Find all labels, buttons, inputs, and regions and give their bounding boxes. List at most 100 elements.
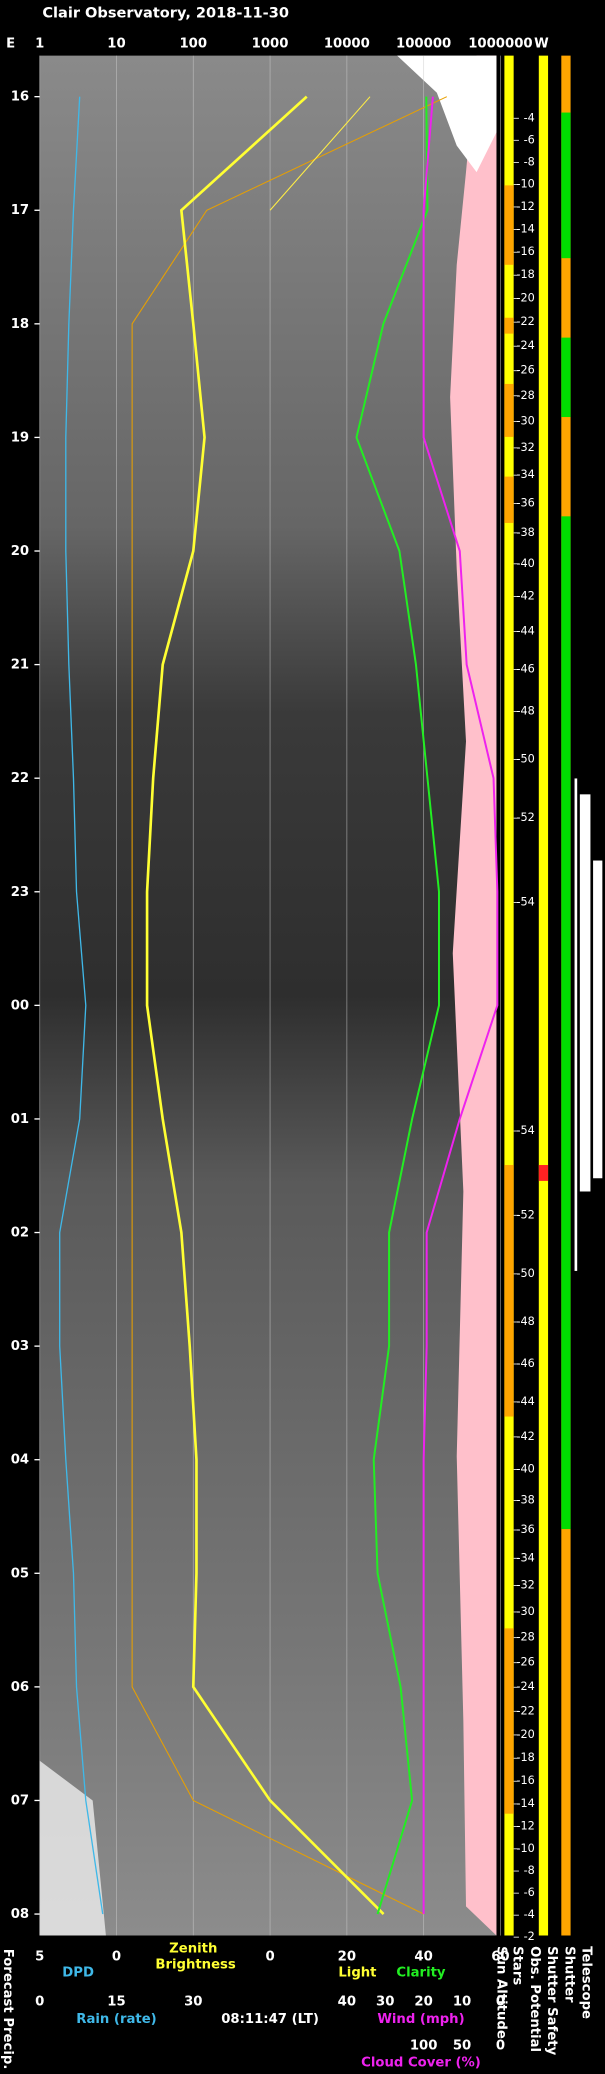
y-tick-label: 07 [11,1793,29,1808]
status-label: Stars [510,1946,525,1985]
x-tick-label: 10000 [324,37,370,52]
altitude-label: -54 [516,1124,534,1137]
rain-label: Rain (rate) [76,2012,156,2027]
altitude-label: -28 [516,1631,534,1644]
stars-column [504,55,514,1936]
y-tick-label: 19 [11,430,29,445]
altitude-label: -4 [524,1908,535,1921]
altitude-label: -30 [516,1605,534,1618]
x-tick-label: 0 [496,2038,505,2053]
y-tick-label: 23 [11,885,29,900]
altitude-label: -42 [516,1430,534,1443]
altitude-label: -48 [516,704,534,717]
status-label: Sun Altitude [494,1946,509,2039]
x-tick-label: 0 [496,1995,505,2010]
telescope-bar [593,860,603,1179]
x-axis-label: Zenith Brightness [151,1942,236,1973]
altitude-label: -26 [516,1656,534,1669]
altitude-label: -20 [516,1728,534,1741]
x-tick-label: 0 [35,1995,44,2010]
x-tick-label: 20 [414,1995,432,2010]
y-tick-label: 18 [11,317,29,332]
altitude-label: -46 [516,1357,534,1370]
y-tick-label: 00 [11,998,29,1013]
stars-block [504,185,514,265]
y-tick-label: 16 [11,90,29,105]
forecast-label: Forecast Precip. [0,1949,15,2070]
altitude-label: -42 [516,590,534,603]
altitude-label: -10 [516,178,534,191]
altitude-label: -8 [524,155,535,168]
sky-image [39,55,497,1936]
altitude-label: -50 [516,753,534,766]
stars-block [504,383,514,437]
series-line [422,96,499,1915]
cloud-label: Cloud Cover (%) [361,2056,481,2071]
y-tick-label: 21 [11,658,29,673]
x-tick-label: 50 [453,2038,471,2053]
y-tick-label: 04 [11,1453,29,1468]
shutter-safety-block [561,112,571,259]
altitude-label: -14 [516,1797,534,1810]
stars-block [504,317,514,334]
x-tick-label: 5 [35,1950,44,1965]
altitude-label: -14 [516,222,534,235]
y-tick-label: 22 [11,771,29,786]
altitude-label: -24 [516,339,534,352]
obs-potential-block [538,1165,549,1181]
altitude-label: -26 [516,364,534,377]
x-tick-label: 10 [453,1995,471,2010]
altitude-label: -44 [516,625,534,638]
light-label: Light [338,1966,377,1981]
x-tick-label: 20 [338,1950,356,1965]
altitude-label: -22 [516,1704,534,1717]
pink-region [450,55,497,1936]
y-tick-label: 02 [11,1226,29,1241]
altitude-label: -12 [516,200,534,213]
series-line [145,95,385,1915]
x-tick-label: 1000 [252,37,289,52]
x-tick-label: 30 [376,1995,394,2010]
chart-title: Clair Observatory, 2018-11-30 [42,4,289,21]
bright-region [397,55,497,173]
y-tick-label: 05 [11,1566,29,1581]
clarity-label: Clarity [396,1966,446,1981]
x-tick-label: 40 [338,1995,356,2010]
altitude-label: -40 [516,1463,534,1476]
y-tick-label: 03 [11,1339,29,1354]
altitude-label: -50 [516,1267,534,1280]
altitude-label: -6 [524,133,535,146]
x-tick-label: 30 [184,1995,202,2010]
status-label: Shutter Safety [544,1946,559,2056]
altitude-label: -40 [516,557,534,570]
stars-block [504,476,514,523]
altitude-label: -34 [516,468,534,481]
altitude-label: -38 [516,1494,534,1507]
x-tick-label: 40 [414,1950,432,1965]
series-line [59,96,104,1915]
status-label: Shutter [561,1946,576,2003]
x-tick-label: 100 [410,2038,438,2053]
series-line [355,96,440,1915]
altitude-label: -18 [516,268,534,281]
status-label: Obs. Potential [527,1946,542,2052]
altitude-label: -46 [516,662,534,675]
altitude-label: -28 [516,389,534,402]
status-columns [504,55,603,1936]
altitude-label: -30 [516,414,534,427]
status-label: Telescope [578,1946,593,2019]
wind-label: Wind (mph) [377,2012,464,2027]
shutter-bar [579,794,591,1192]
y-tick-label: 06 [11,1680,29,1695]
x-tick-label: 1 [35,37,44,52]
altitude-label: -48 [516,1315,534,1328]
x-tick-label: 0 [112,1950,121,1965]
y-tick-label: 17 [11,203,29,218]
altitude-label: -32 [516,441,534,454]
altitude-label: -16 [516,1774,534,1787]
altitude-label: -52 [516,811,534,824]
altitude-label: -22 [516,315,534,328]
altitude-label: -24 [516,1680,534,1693]
x-tick-label: 15 [107,1995,125,2010]
altitude-label: -36 [516,496,534,509]
